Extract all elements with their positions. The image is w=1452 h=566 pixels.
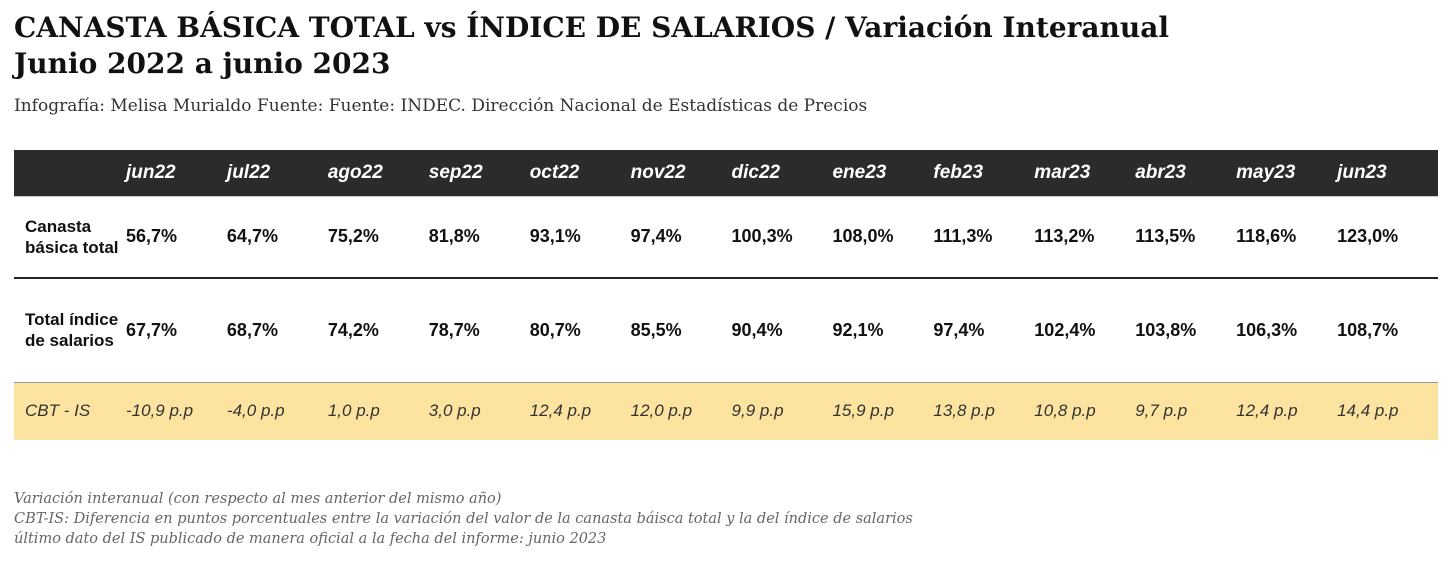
table-cell: 123,0% [1337, 226, 1399, 247]
table-cell: 113,2% [1034, 226, 1095, 247]
column-header: ago22 [327, 161, 383, 183]
table-cell: 15,9 p.p [832, 401, 894, 421]
table-row-salarios: Total índice de salarios 67,7% 68,7% 74,… [14, 278, 1438, 382]
table-cell: 14,4 p.p [1337, 401, 1399, 421]
row-label: CBT - IS [25, 401, 91, 421]
table-cell: 97,4% [933, 319, 985, 340]
table-cell: 100,3% [731, 226, 793, 247]
table-cell: 10,8 p.p [1034, 401, 1096, 421]
column-header: jun22 [126, 161, 176, 183]
table-cell: 74,2% [327, 319, 379, 340]
column-header: dic22 [731, 161, 781, 183]
table-cell: 64,7% [226, 226, 278, 247]
table-cell: 80,7% [529, 319, 581, 340]
table-cell: 81,8% [428, 226, 480, 247]
table-row-canasta: Canasta básica total 56,7% 64,7% 75,2% 8… [14, 196, 1438, 278]
title-line-2: Junio 2022 a junio 2023 [14, 47, 391, 80]
table-cell: 85,5% [630, 319, 682, 340]
header-corner [14, 150, 126, 196]
footnote: Variación interanual (con respecto al me… [14, 491, 502, 507]
column-header: abr23 [1135, 161, 1186, 183]
table-cell: 3,0 p.p [428, 401, 481, 421]
table-cell: 1,0 p.p [327, 401, 380, 421]
column-header: nov22 [630, 161, 686, 183]
table-cell: 102,4% [1034, 319, 1096, 340]
row-label: Canasta básica total [25, 216, 119, 257]
table-cell: 67,7% [126, 319, 178, 340]
table-cell: -10,9 p.p [126, 401, 194, 421]
chart-subtitle: Infografía: Melisa Murialdo Fuente: Fuen… [14, 96, 868, 116]
header-row: jun22 jul22 ago22 sep22 oct22 nov22 dic2… [14, 150, 1438, 196]
column-header: feb23 [933, 161, 984, 183]
table-cell: 90,4% [731, 319, 783, 340]
column-header: sep22 [428, 161, 483, 183]
table-cell: 93,1% [529, 226, 581, 247]
table-cell: 9,9 p.p [731, 401, 784, 421]
table-cell: 92,1% [832, 319, 884, 340]
row-label: Total índice de salarios [25, 310, 119, 351]
footnote: CBT-IS: Diferencia en puntos porcentuale… [14, 511, 913, 527]
footnote: último dato del IS publicado de manera o… [14, 531, 607, 547]
table-cell: 106,3% [1236, 319, 1298, 340]
table-cell: 75,2% [327, 226, 379, 247]
table-cell: 68,7% [226, 319, 278, 340]
table-cell: 118,6% [1236, 226, 1297, 247]
column-header: jun23 [1337, 161, 1387, 183]
table-cell: 9,7 p.p [1135, 401, 1188, 421]
data-table: jun22 jul22 ago22 sep22 oct22 nov22 dic2… [14, 150, 1438, 440]
title-line-1: CANASTA BÁSICA TOTAL vs ÍNDICE DE SALARI… [14, 11, 1170, 44]
column-header: mar23 [1034, 161, 1091, 183]
table-cell: 56,7% [126, 226, 178, 247]
footnotes: Variación interanual (con respecto al me… [14, 489, 1434, 549]
column-header: jul22 [226, 161, 271, 183]
table-row-cbt-is: CBT - IS -10,9 p.p -4,0 p.p 1,0 p.p 3,0 … [14, 382, 1438, 440]
table-cell: 12,4 p.p [529, 401, 592, 421]
table-cell: 97,4% [630, 226, 682, 247]
table-cell: 111,3% [933, 226, 993, 247]
table-cell: -4,0 p.p [226, 401, 285, 421]
table-cell: 113,5% [1135, 226, 1196, 247]
table-cell: 108,0% [832, 226, 894, 247]
table-cell: 103,8% [1135, 319, 1197, 340]
table-cell: 13,8 p.p [933, 401, 995, 421]
table-cell: 12,0 p.p [630, 401, 693, 421]
column-header: oct22 [529, 161, 580, 183]
table-cell: 108,7% [1337, 319, 1399, 340]
column-header: may23 [1236, 161, 1296, 183]
column-header: ene23 [832, 161, 887, 183]
table-cell: 12,4 p.p [1236, 401, 1298, 421]
table-cell: 78,7% [428, 319, 480, 340]
chart-title: CANASTA BÁSICA TOTAL vs ÍNDICE DE SALARI… [14, 10, 1434, 82]
